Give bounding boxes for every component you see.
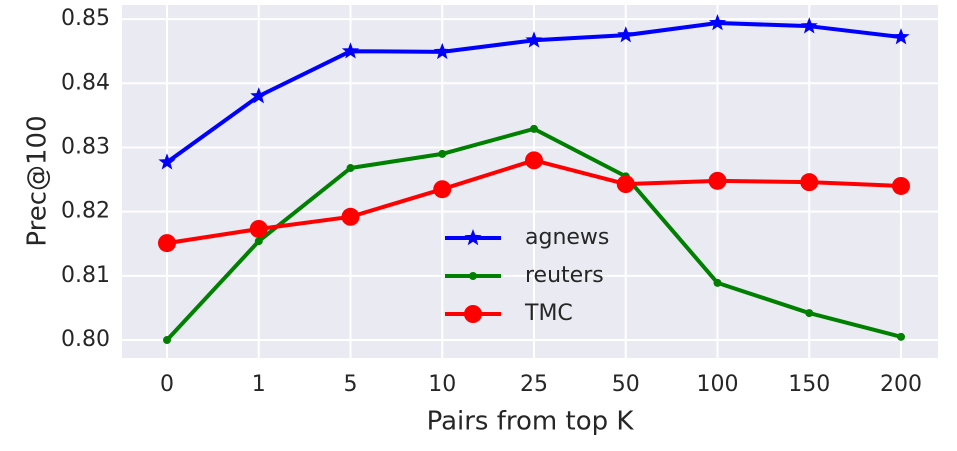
y-tick-label: 0.81 xyxy=(61,263,110,288)
x-tick-label: 5 xyxy=(344,372,358,397)
y-tick-label: 0.80 xyxy=(61,327,110,352)
marker xyxy=(892,28,910,45)
x-tick-label: 200 xyxy=(880,372,922,397)
x-tick-label: 50 xyxy=(612,372,640,397)
legend-label: agnews xyxy=(525,225,609,250)
marker xyxy=(438,149,447,158)
x-tick-label: 25 xyxy=(520,372,548,397)
marker xyxy=(249,219,268,238)
marker xyxy=(341,42,360,59)
x-tick-label: 10 xyxy=(428,372,456,397)
x-tick-label: 1 xyxy=(252,372,266,397)
x-tick-label: 0 xyxy=(160,372,174,397)
x-tick-label: 150 xyxy=(788,372,830,397)
marker xyxy=(250,87,268,104)
y-tick-label: 0.85 xyxy=(61,6,110,31)
y-tick-label: 0.84 xyxy=(61,70,110,95)
marker xyxy=(525,31,543,48)
marker xyxy=(433,180,452,199)
legend-marker xyxy=(464,229,482,246)
marker xyxy=(897,332,905,341)
marker xyxy=(800,173,819,192)
marker xyxy=(530,124,538,133)
marker xyxy=(708,14,727,31)
marker xyxy=(346,164,355,173)
marker xyxy=(163,336,171,345)
marker xyxy=(433,42,451,60)
y-tick-label: 0.82 xyxy=(61,199,110,224)
marker xyxy=(617,26,635,43)
marker xyxy=(800,17,818,34)
legend-marker xyxy=(464,305,482,323)
marker xyxy=(616,175,635,194)
marker xyxy=(158,234,176,253)
y-axis-label: Prec@100 xyxy=(23,115,53,246)
marker xyxy=(713,278,722,287)
x-tick-label: 100 xyxy=(697,372,739,397)
marker xyxy=(254,237,263,246)
x-axis-label: Pairs from top K xyxy=(427,407,635,437)
legend-marker xyxy=(469,272,477,280)
legend-label: TMC xyxy=(524,301,573,326)
legend-label: reuters xyxy=(525,263,604,288)
marker xyxy=(158,153,176,170)
marker xyxy=(708,171,727,190)
marker xyxy=(525,151,543,170)
marker xyxy=(892,176,910,195)
marker xyxy=(805,309,814,318)
y-tick-label: 0.83 xyxy=(61,134,110,159)
marker xyxy=(341,207,360,226)
